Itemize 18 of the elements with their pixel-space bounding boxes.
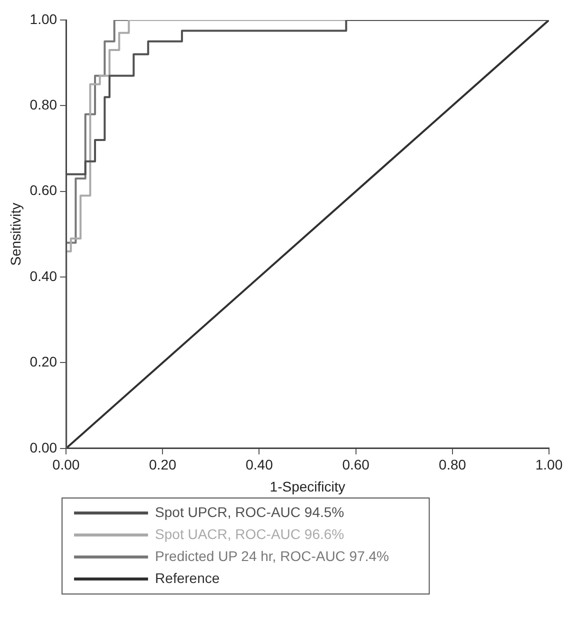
- text: Spot UACR, ROC-AUC 96.6%: [155, 526, 344, 542]
- y-tick-label: 0.20: [30, 354, 58, 370]
- x-tick-label: 0.40: [246, 456, 274, 473]
- y-tick-label: 0.80: [30, 96, 58, 113]
- x-tick-label: 0.80: [438, 456, 466, 473]
- x-tick-label: 0.60: [342, 456, 370, 473]
- y-tick-label: 0.40: [30, 268, 58, 284]
- y-axis-title: Sensitivity: [7, 202, 24, 266]
- text: Predicted UP 24 hr, ROC-AUC 97.4%: [155, 548, 389, 564]
- y-tick-label: 0.00: [30, 439, 58, 456]
- x-axis-title: 1-Specificity: [270, 478, 346, 494]
- x-tick-label: 0.20: [149, 456, 176, 473]
- y-tick-label: 0.60: [30, 182, 58, 198]
- x-tick-label: 0.00: [52, 456, 80, 473]
- text: Reference: [155, 570, 220, 586]
- x-tick-label: 1.00: [535, 456, 563, 473]
- text: Spot UPCR, ROC-AUC 94.5%: [155, 504, 344, 520]
- y-tick-label: 1.00: [30, 10, 58, 27]
